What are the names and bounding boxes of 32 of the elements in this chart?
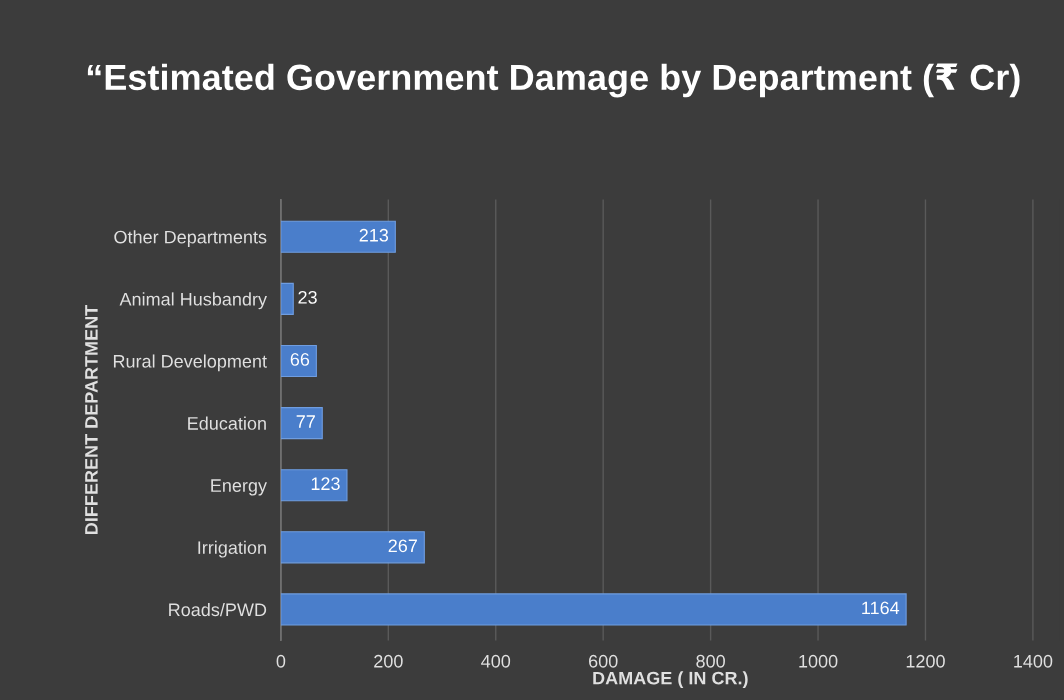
data-label: 213 — [359, 228, 389, 242]
x-tick-label: 1200 — [906, 654, 945, 668]
x-axis-title: DAMAGE ( IN CR.) — [593, 671, 748, 689]
x-tick-label: 600 — [589, 654, 618, 668]
bar — [280, 469, 348, 502]
data-label: 1164 — [862, 601, 900, 615]
data-label: 23 — [298, 290, 317, 304]
chart-title: “Estimated Government Damage by Department (₹ Cr) — [87, 63, 1020, 98]
y-tick-label: Energy — [211, 479, 267, 496]
y-tick-label: Animal Husbandry — [119, 292, 267, 310]
y-tick-label: Education — [188, 416, 266, 430]
bar — [280, 344, 317, 378]
y-tick-label: Other Departments — [114, 230, 267, 248]
bar — [280, 531, 425, 564]
data-label: 267 — [388, 539, 417, 553]
x-tick-label: 800 — [696, 654, 725, 668]
y-tick-label: Rural Development — [113, 354, 267, 372]
data-label: 77 — [296, 415, 315, 428]
bar — [280, 220, 396, 253]
data-label: 66 — [290, 353, 310, 366]
x-tick-label: 200 — [374, 654, 403, 668]
y-axis-title: DIFFERENT DEPARTMENT — [85, 305, 98, 534]
x-tick-label: 1000 — [799, 654, 838, 668]
bar — [280, 407, 323, 440]
data-label: 123 — [311, 477, 340, 491]
y-tick-label: Irrigation — [198, 540, 266, 558]
x-tick-label: 1400 — [1014, 654, 1053, 668]
bar — [280, 282, 294, 315]
x-tick-label: 400 — [481, 654, 511, 668]
bar — [280, 593, 907, 626]
x-tick-label: 0 — [276, 654, 286, 668]
y-tick-label: Roads/PWD — [169, 602, 267, 617]
